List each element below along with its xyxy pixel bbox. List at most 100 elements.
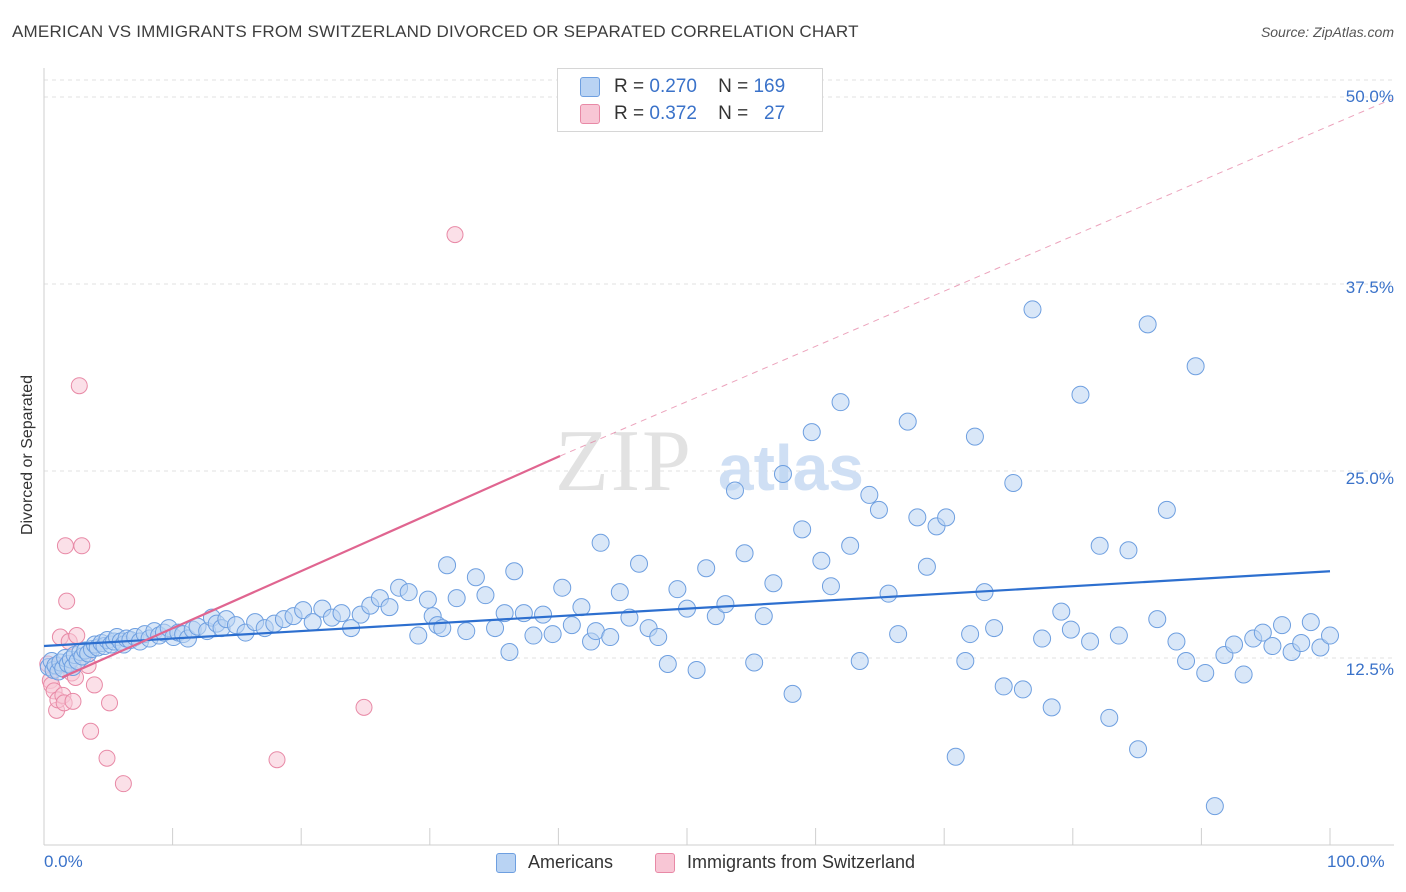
americans-point (961, 625, 980, 644)
americans-point (869, 500, 888, 519)
americans-point (860, 485, 879, 504)
americans-point (725, 481, 744, 500)
swiss-point (68, 627, 86, 645)
n-value: 169 (753, 76, 786, 97)
americans-point (1311, 638, 1330, 657)
americans-point (466, 568, 485, 587)
americans-point (1196, 663, 1215, 682)
swiss-point (355, 698, 373, 716)
americans-point (697, 559, 716, 578)
americans-point (994, 677, 1013, 696)
americans-point (754, 607, 773, 626)
americans-point (505, 562, 524, 581)
r-value: 0.372 (649, 103, 697, 124)
americans-point (1081, 632, 1100, 651)
watermark: ZIP atlas (555, 413, 864, 510)
americans-point (773, 464, 792, 483)
n-label: N = (718, 76, 749, 97)
americans-point (831, 393, 850, 412)
y-tick-label: 25.0% (1345, 469, 1394, 488)
americans-point (447, 589, 466, 608)
americans-point (937, 508, 956, 527)
americans-point (1042, 698, 1061, 717)
americans-point (735, 544, 754, 563)
legend-label-swiss: Immigrants from Switzerland (687, 852, 916, 872)
americans-point (668, 580, 687, 599)
americans-point (745, 653, 764, 672)
americans-trend-line (43, 570, 1331, 648)
americans-point (1225, 635, 1244, 654)
americans-point (1100, 708, 1119, 727)
americans-point (1234, 665, 1253, 684)
americans-point (793, 520, 812, 539)
swiss-point (82, 722, 100, 740)
legend-stats: R = 0.270 N = 169 R = 0.372 N = 27 (557, 68, 823, 132)
legend-label-americans: Americans (528, 852, 614, 872)
legend-swatch-swiss (655, 852, 675, 873)
americans-point (841, 536, 860, 555)
americans-point (821, 577, 840, 596)
legend-item-americans[interactable]: Americans (496, 852, 613, 873)
legend-item-swiss[interactable]: Immigrants from Switzerland (655, 852, 915, 873)
legend-text-americans: R = 0.270 N = 169 (614, 76, 785, 98)
americans-point (1177, 651, 1196, 670)
americans-point (812, 551, 831, 570)
americans-point (1138, 315, 1157, 334)
r-value: 0.270 (649, 76, 697, 97)
swiss-trend-extension (559, 98, 1393, 457)
swiss-point (114, 775, 132, 793)
swiss-point (70, 377, 88, 395)
americans-point (601, 628, 620, 647)
americans-point (649, 628, 668, 647)
swiss-point (101, 694, 119, 712)
americans-point (1253, 623, 1272, 642)
swiss-trend-line (61, 455, 561, 679)
legend-swatch-swiss (580, 104, 600, 124)
axes (43, 68, 1394, 846)
americans-point (783, 684, 802, 703)
americans-point (486, 619, 505, 638)
americans-point (572, 598, 591, 617)
trend-lines (43, 98, 1393, 679)
americans-point (946, 747, 965, 766)
swiss-point (64, 692, 82, 710)
americans-point (332, 604, 351, 623)
swiss-series (39, 226, 464, 793)
americans-point (1013, 680, 1032, 699)
chart-title: AMERICAN VS IMMIGRANTS FROM SWITZERLAND … (12, 22, 859, 41)
n-value: 27 (764, 103, 786, 124)
americans-point (1263, 637, 1282, 656)
swiss-point (446, 226, 464, 244)
americans-point (1109, 626, 1128, 645)
americans-point (1090, 536, 1109, 555)
americans-point (1148, 610, 1167, 629)
y-tick-label: 37.5% (1345, 278, 1394, 297)
x-tick-label-max: 100.0% (1327, 852, 1385, 871)
americans-point (965, 427, 984, 446)
americans-point (500, 643, 519, 662)
americans-point (524, 626, 543, 645)
n-label: N = (718, 103, 749, 124)
chart-source: Source: ZipAtlas.com (1260, 24, 1394, 40)
americans-point (1129, 740, 1148, 759)
americans-point (620, 608, 639, 627)
americans-point (764, 574, 783, 593)
americans-point (399, 583, 418, 602)
americans-point (1292, 634, 1311, 653)
americans-point (630, 554, 649, 573)
americans-point (716, 595, 735, 614)
americans-point (294, 601, 313, 620)
americans-point (1205, 797, 1224, 816)
americans-point (534, 605, 553, 624)
americans-point (418, 590, 437, 609)
swiss-point (58, 592, 76, 610)
legend-text-swiss: R = 0.372 N = 27 (614, 103, 785, 125)
americans-point (457, 622, 476, 641)
swiss-point (56, 537, 74, 555)
americans-point (1157, 500, 1176, 519)
americans-point (562, 616, 581, 635)
r-label: R = (614, 103, 645, 124)
americans-point (802, 423, 821, 442)
americans-point (610, 583, 629, 602)
